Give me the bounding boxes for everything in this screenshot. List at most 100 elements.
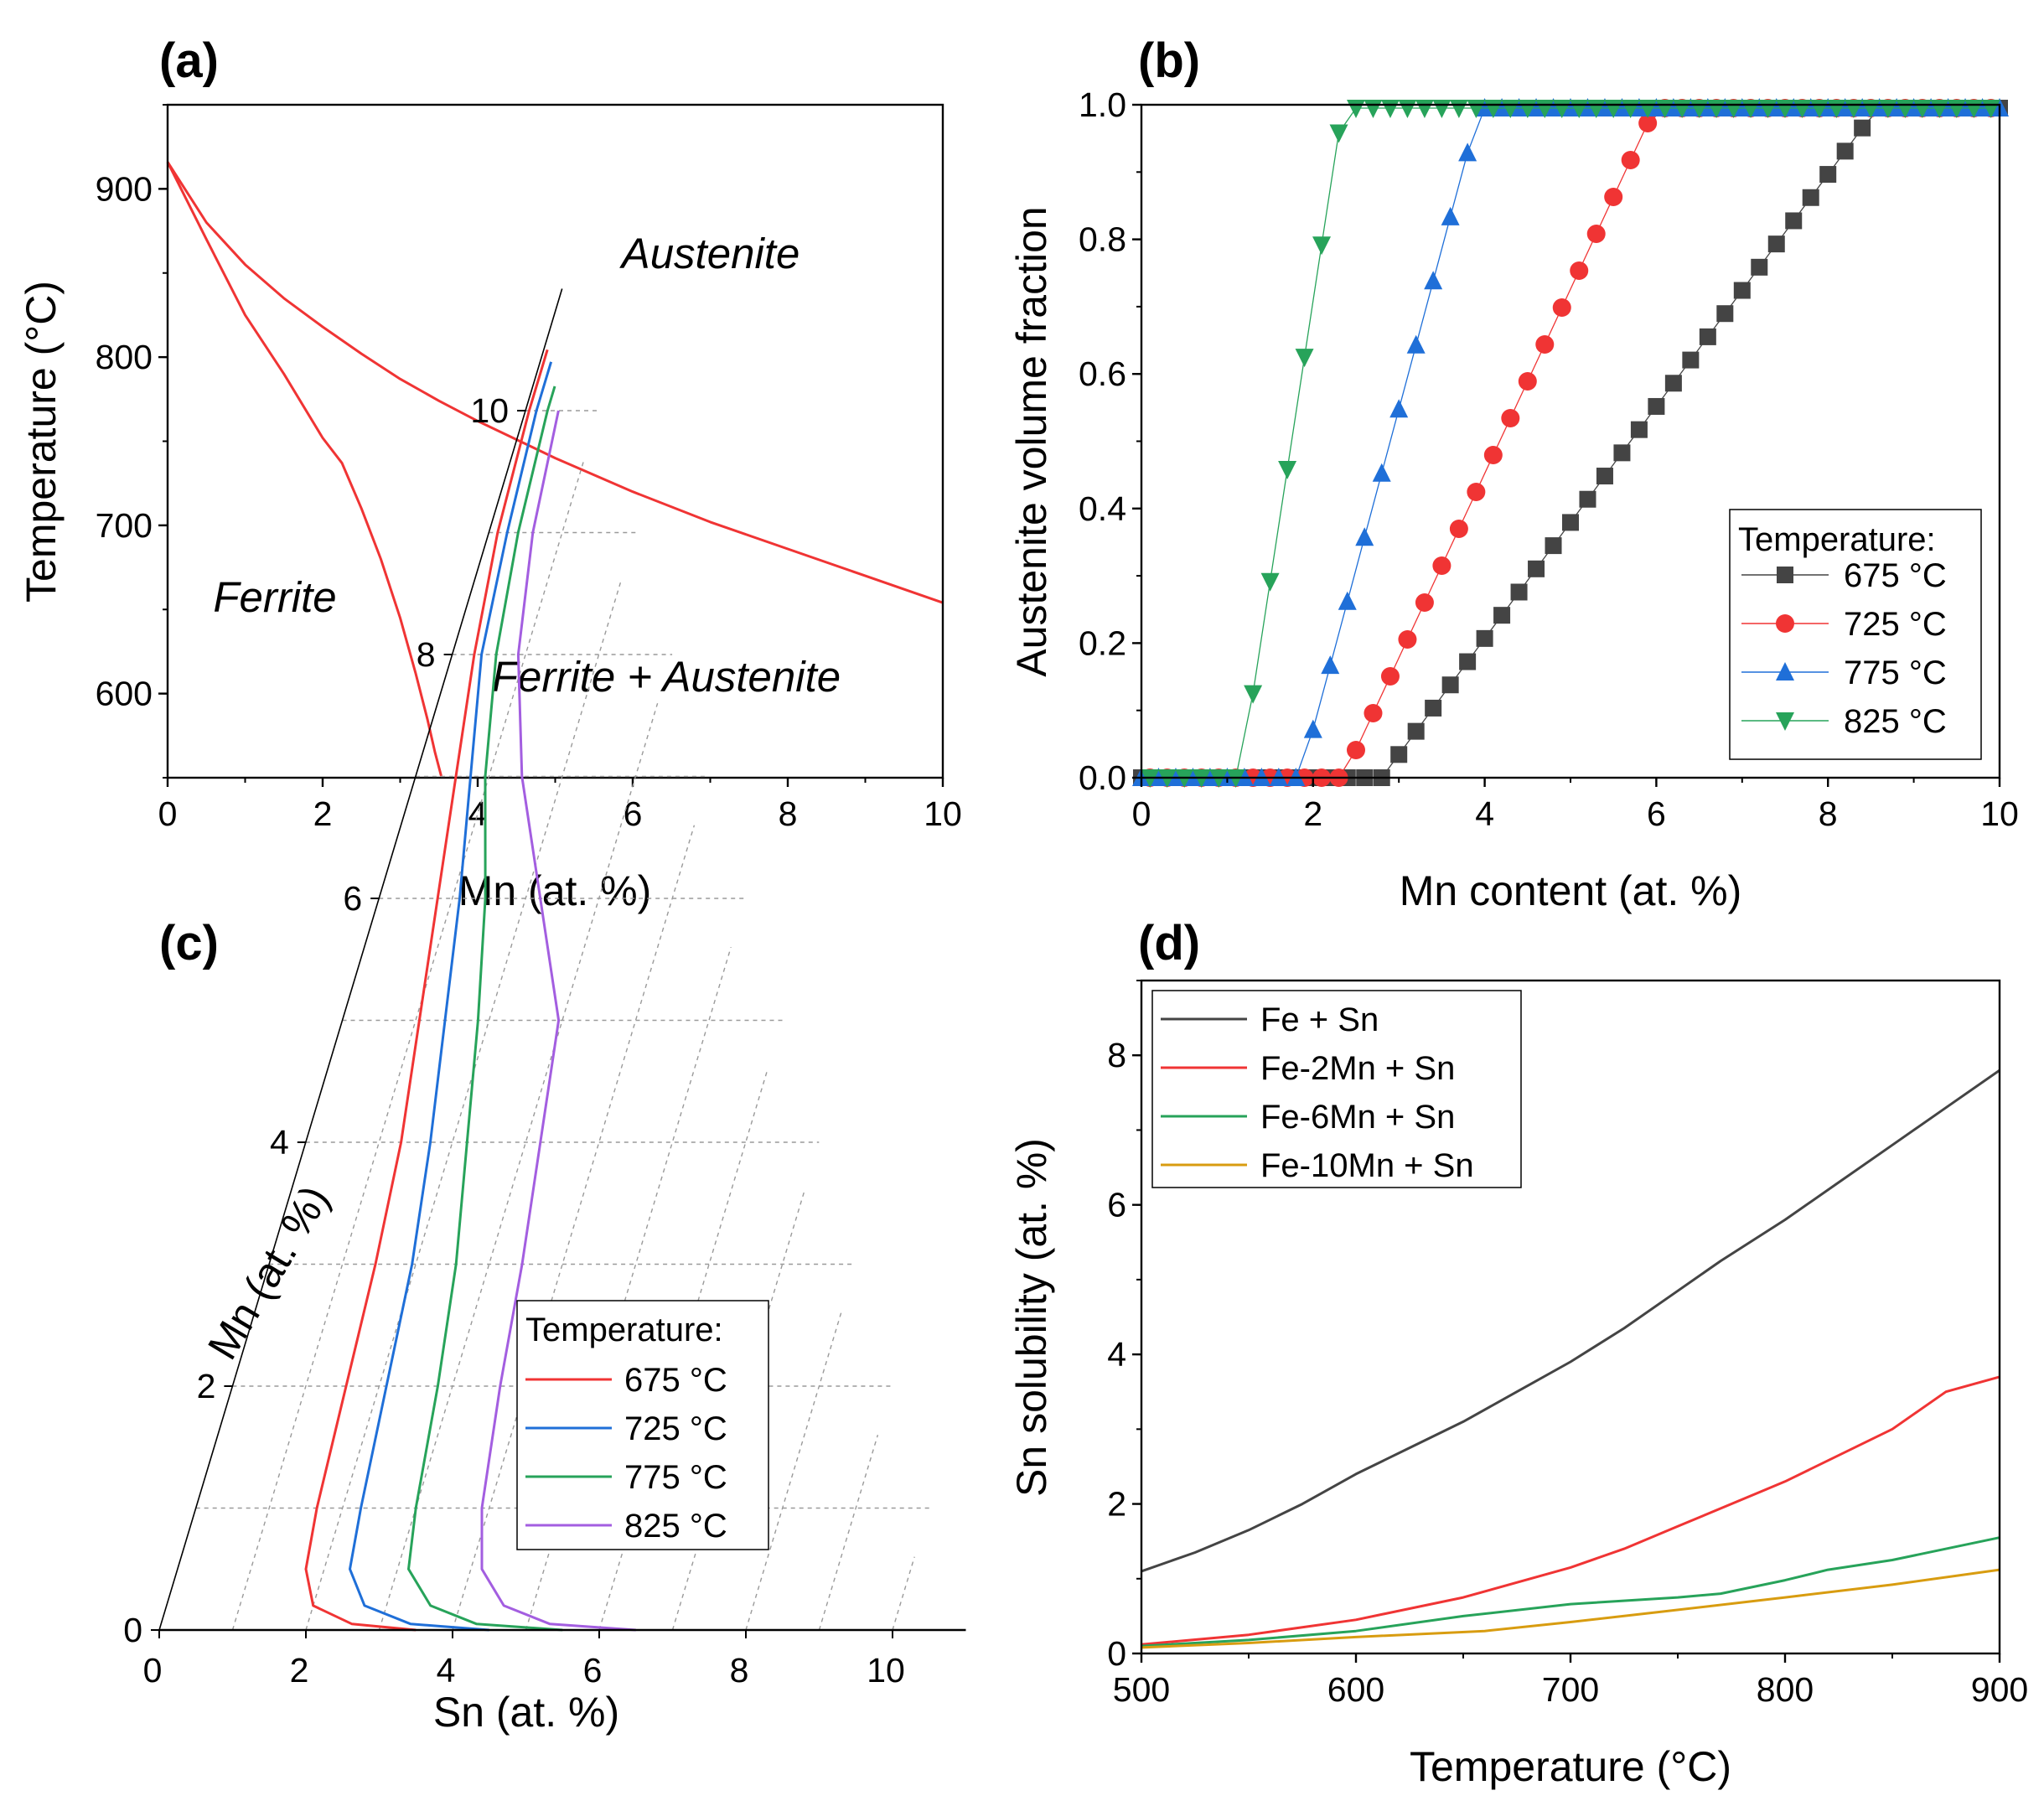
y-tick-label: 0	[1107, 1634, 1126, 1673]
b-data-point	[1475, 98, 1494, 117]
b-data-point	[1596, 468, 1613, 485]
y-tick-label: 0.2	[1079, 624, 1126, 662]
c-mn-tick-label: 8	[417, 635, 436, 674]
c-legend-label: 775 °C	[624, 1459, 727, 1496]
d-series-line-0	[1141, 1069, 2000, 1573]
b-data-point	[1922, 98, 1941, 117]
x-tick-label: 2	[1303, 794, 1322, 833]
b-data-point	[1870, 98, 1889, 117]
c-series-line-1	[349, 361, 553, 1632]
panel-b: (b) 0 2 4 6 8 10 0.0 0.2 0.4 0.6 0.8 1.0 Mn conten…	[1008, 34, 2019, 914]
c-sn-tick-label: 6	[583, 1651, 603, 1690]
b-data-point	[1887, 98, 1907, 117]
c-mn-tick-label: 6	[343, 879, 362, 918]
b-data-point	[1329, 124, 1348, 143]
b-data-point	[1819, 98, 1838, 117]
b-data-point	[1459, 653, 1477, 670]
c-grid-line-sn	[305, 581, 622, 1631]
c-series-line-0	[304, 349, 549, 1632]
panel-c: (c) 0 2 4 6 8 10 0 2 4 6 8 10 Mn (at. %) Sn (at. %)…	[123, 288, 966, 1736]
b-data-point	[1278, 460, 1297, 479]
c-series-line-2	[407, 386, 563, 1632]
a1-boundary-line	[166, 161, 442, 777]
c-mn-tick-label: 0	[123, 1611, 142, 1649]
b-data-point	[1476, 629, 1493, 647]
b-data-point	[1355, 527, 1374, 546]
b-legend-label: 825 °C	[1844, 703, 1947, 740]
y-tick-label: 700	[96, 506, 153, 545]
x-tick-label: 900	[1971, 1670, 2028, 1709]
b-data-point	[1629, 98, 1648, 117]
b-legend-label: 675 °C	[1844, 557, 1947, 594]
panel-a: (a) 0 2 4 6 8 10 600 700 800 900 Austenite Ferri…	[18, 34, 962, 914]
b-data-point	[1715, 98, 1735, 117]
b-data-point	[1699, 328, 1716, 345]
b-data-point	[1836, 142, 1854, 160]
d-legend-label: Fe-10Mn + Sn	[1260, 1147, 1474, 1184]
b-data-point	[1586, 225, 1606, 243]
c-legend-label: 675 °C	[624, 1362, 727, 1399]
b-data-point	[1493, 607, 1511, 624]
region-label-ferrite-austenite: Ferrite + Austenite	[492, 653, 841, 701]
panel-c-legend: Temperature: 675 °C 725 °C 775 °C 825 °C	[516, 1300, 769, 1550]
b-data-point	[1853, 98, 1872, 117]
panel-d-legend: Fe + Sn Fe-2Mn + Sn Fe-6Mn + Sn Fe-10Mn + S…	[1151, 990, 1522, 1188]
c-legend-label: 725 °C	[624, 1410, 727, 1447]
b-data-point	[1390, 746, 1408, 763]
b-data-point	[1664, 375, 1682, 392]
b-legend-marker	[1777, 567, 1793, 583]
y-tick-label: 1.0	[1079, 85, 1126, 124]
b-legend-marker	[1776, 614, 1794, 633]
b-data-point	[1303, 719, 1322, 738]
region-label-ferrite: Ferrite	[213, 573, 336, 621]
b-data-point	[1767, 98, 1786, 117]
b-data-point	[1467, 483, 1486, 501]
b-data-point	[1244, 685, 1263, 704]
b-data-point	[1562, 514, 1579, 531]
c-legend-label: 825 °C	[624, 1508, 727, 1545]
b-data-point	[1544, 98, 1563, 117]
b-data-point	[1510, 583, 1528, 601]
region-label-austenite: Austenite	[619, 230, 800, 277]
x-tick-label: 700	[1542, 1670, 1599, 1709]
b-data-point	[1527, 98, 1546, 117]
b-data-point	[1545, 537, 1562, 555]
panel-d-legend-box	[1151, 990, 1522, 1188]
panel-b-ylabel: Austenite volume fraction	[1008, 206, 1055, 676]
b-legend-label: 775 °C	[1844, 655, 1947, 691]
panel-d-ylabel: Sn solubility (at. %)	[1008, 1138, 1055, 1497]
y-tick-label: 8	[1107, 1036, 1126, 1074]
c-mn-tick-label: 2	[197, 1367, 216, 1405]
b-legend-label: 725 °C	[1844, 606, 1947, 643]
b-data-point	[1425, 699, 1442, 717]
x-tick-label: 8	[1819, 794, 1838, 833]
b-data-point	[1415, 100, 1434, 119]
panel-b-letter: (b)	[1138, 34, 1200, 88]
panel-d-xlabel: Temperature (°C)	[1410, 1743, 1731, 1790]
d-legend-label: Fe-2Mn + Sn	[1260, 1050, 1455, 1087]
c-sn-tick-label: 2	[290, 1651, 309, 1690]
b-data-point	[1380, 100, 1400, 119]
c-grid-line-sn	[598, 1069, 768, 1631]
b-data-point	[1347, 741, 1365, 759]
b-data-point	[1535, 335, 1555, 354]
y-tick-label: 0.4	[1079, 489, 1126, 528]
b-data-point	[1681, 98, 1700, 117]
b-data-point	[1321, 655, 1340, 675]
panel-d-letter: (d)	[1138, 916, 1200, 970]
c-grid-line-sn	[818, 1434, 879, 1631]
b-data-point	[1552, 298, 1571, 317]
b-data-point	[1424, 271, 1443, 290]
b-data-point	[1364, 704, 1383, 722]
x-tick-label: 6	[1647, 794, 1666, 833]
panel-b-legend-title: Temperature:	[1738, 521, 1936, 558]
b-data-point	[1579, 490, 1596, 508]
b-data-point	[1578, 98, 1597, 117]
b-data-point	[1648, 397, 1665, 415]
x-tick-label: 10	[1980, 794, 2019, 833]
b-data-point	[1415, 593, 1434, 612]
b-data-point	[1785, 212, 1803, 230]
x-tick-label: 6	[624, 794, 643, 833]
d-series-line-1	[1141, 1375, 2000, 1646]
